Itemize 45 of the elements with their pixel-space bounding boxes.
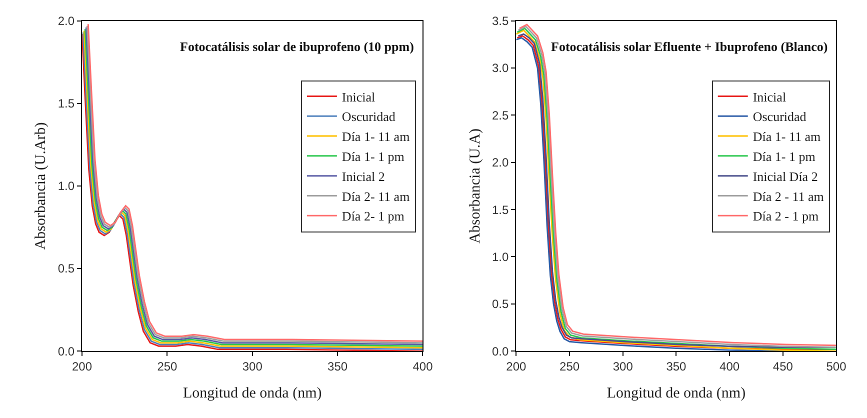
y-axis-title: Absorbancia (U.Arb) bbox=[33, 122, 50, 250]
x-tick-label: 250 bbox=[157, 360, 178, 374]
y-tick-label: 2.5 bbox=[492, 108, 510, 122]
legend-label: Oscuridad bbox=[342, 109, 396, 124]
legend-label: Día 1- 11 am bbox=[342, 129, 410, 144]
y-tick-label: 0.0 bbox=[58, 344, 75, 358]
legend-label: Inicial bbox=[752, 89, 786, 104]
y-tick-label: 1.5 bbox=[58, 96, 75, 111]
y-tick-label: 1.5 bbox=[492, 202, 510, 217]
legend-label: Inicial Día 2 bbox=[752, 168, 818, 184]
y-tick-label: 0.0 bbox=[492, 344, 510, 358]
x-tick-label: 400 bbox=[720, 360, 740, 374]
legend-label: Oscuridad bbox=[752, 109, 807, 124]
legend-label: Inicial bbox=[342, 89, 376, 104]
x-tick-label: 300 bbox=[612, 360, 634, 374]
x-axis-title: Longitud de onda (nm) bbox=[606, 386, 746, 402]
y-tick-label: 1.0 bbox=[58, 179, 75, 194]
x-axis-title: Longitud de onda (nm) bbox=[183, 386, 322, 402]
y-tick-label: 0.5 bbox=[492, 297, 510, 312]
y-tick-label: 3.0 bbox=[492, 61, 510, 76]
x-tick-label: 350 bbox=[666, 360, 687, 374]
x-tick-label: 200 bbox=[506, 360, 527, 374]
x-tick-label: 400 bbox=[412, 360, 434, 374]
y-tick-label: 3.5 bbox=[492, 14, 510, 28]
legend-label: Día 2 - 11 am bbox=[752, 188, 824, 204]
legend-label: Día 2- 11 am bbox=[342, 188, 410, 204]
legend-label: Día 2- 1 pm bbox=[342, 208, 404, 224]
y-tick-label: 1.0 bbox=[492, 250, 510, 264]
legend-label: Día 1- 1 pm bbox=[342, 149, 404, 164]
legend-label: Día 1- 11 am bbox=[752, 129, 821, 144]
x-tick-label: 350 bbox=[328, 360, 348, 374]
y-tick-label: 2.0 bbox=[492, 156, 510, 170]
text: Fotocatálisis solar Efluente + Ibuprofeno (Blanco) bbox=[551, 39, 828, 54]
legend-label: Día 2 - 1 pm bbox=[752, 208, 819, 224]
y-axis-title: Absorbancia (U.A) bbox=[467, 128, 484, 244]
legend-label: Inicial 2 bbox=[342, 168, 385, 184]
text: Fotocatálisis solar de ibuprofeno (10 ppm) bbox=[180, 39, 414, 54]
x-tick-label: 200 bbox=[72, 360, 92, 374]
y-tick-label: 2.0 bbox=[58, 14, 75, 28]
x-tick-label: 500 bbox=[826, 360, 847, 374]
x-tick-label: 300 bbox=[242, 360, 263, 374]
legend-label: Día 1- 1 pm bbox=[752, 149, 816, 164]
y-tick-label: 0.5 bbox=[58, 262, 75, 276]
x-tick-label: 450 bbox=[772, 360, 794, 374]
x-tick-label: 250 bbox=[560, 360, 580, 374]
